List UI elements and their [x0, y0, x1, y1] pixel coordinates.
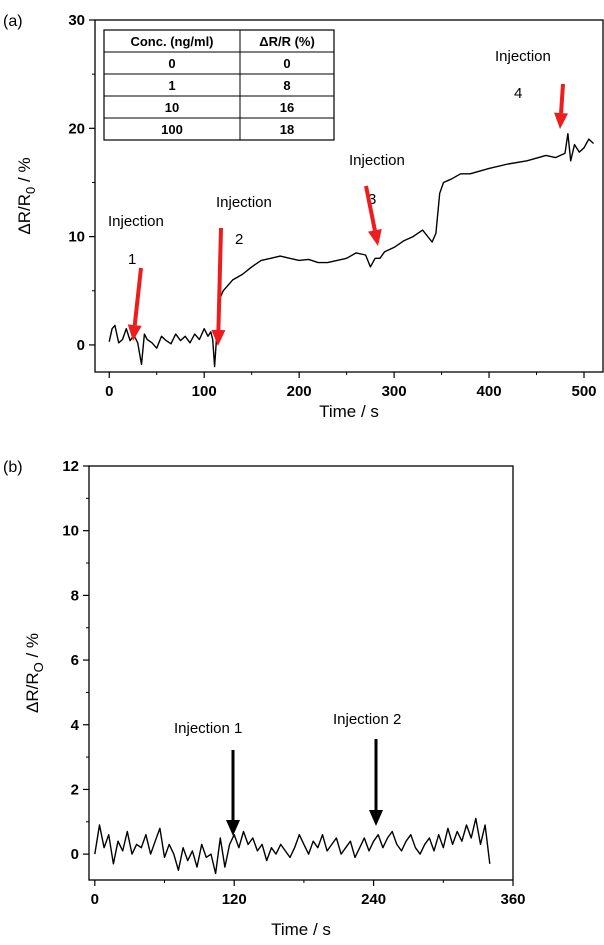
x-tick-label: 360	[500, 891, 525, 908]
x-axis-title: Time / s	[319, 402, 379, 421]
table-cell: 16	[280, 100, 294, 115]
injection-arrow-head	[369, 810, 383, 826]
panel-label: (a)	[3, 13, 23, 30]
x-tick-label: 120	[222, 891, 247, 908]
x-tick-label: 500	[571, 383, 596, 400]
injection-number: 1	[128, 251, 136, 268]
injection-number: 4	[514, 85, 522, 102]
table-cell: 0	[283, 56, 290, 71]
y-axis-title-main: ΔR/R	[23, 672, 42, 713]
injection-arrow-shaft	[364, 185, 377, 231]
injection-arrow-head	[211, 329, 226, 346]
table-header-cell: Conc. (ng/ml)	[130, 34, 213, 49]
table-header-cell: ΔR/R (%)	[259, 34, 315, 49]
panel-label: (b)	[3, 459, 23, 476]
y-axis-title-main: ΔR/R	[15, 194, 34, 235]
injection-label: Injection	[349, 152, 405, 169]
x-tick-label: 300	[382, 383, 407, 400]
plot-frame	[88, 465, 514, 881]
y-axis-title-unit: / %	[15, 157, 34, 186]
y-tick-label: 10	[62, 523, 79, 540]
table-border	[103, 29, 335, 141]
injection-arrow-shaft	[559, 83, 565, 114]
data-series-line	[94, 817, 491, 875]
y-tick-label: 30	[68, 12, 85, 29]
plot-frame	[94, 19, 604, 373]
table-cell: 1	[168, 78, 175, 93]
injection-arrow-head	[127, 324, 142, 341]
x-tick-label: 400	[477, 383, 502, 400]
injection-arrow-head	[554, 112, 569, 129]
table-cell: 100	[161, 122, 183, 137]
y-tick-label: 8	[71, 587, 79, 604]
x-tick-label: 0	[105, 383, 113, 400]
injection-arrow-head	[367, 228, 382, 246]
injection-arrow-shaft	[132, 267, 143, 326]
y-tick-label: 6	[71, 652, 79, 669]
y-axis-title: ΔR/RO / %	[23, 633, 46, 713]
y-tick-label: 2	[71, 781, 79, 798]
x-tick-label: 240	[361, 891, 386, 908]
y-tick-label: 4	[71, 717, 80, 734]
x-axis-title: Time / s	[271, 920, 331, 939]
injection-label: Injection 2	[333, 711, 401, 728]
injection-number: 2	[235, 231, 243, 248]
y-tick-label: 0	[77, 337, 85, 354]
injection-label: Injection	[495, 48, 551, 65]
y-axis-title-unit: / %	[23, 633, 42, 662]
table-cell: 0	[168, 56, 175, 71]
y-axis-title: ΔR/R0 / %	[15, 157, 38, 234]
x-tick-label: 100	[192, 383, 217, 400]
x-tick-label: 0	[91, 891, 99, 908]
injection-number: 3	[368, 191, 376, 208]
data-series-line	[108, 132, 594, 368]
table-cell: 10	[165, 100, 179, 115]
y-axis-title-subscript: 0	[23, 187, 38, 194]
table-cell: 18	[280, 122, 294, 137]
injection-arrow-shaft	[216, 227, 223, 331]
panel-b: (b) 0 120 240 360 0 2 4 6 8 10 12 Time / s ΔR/RO / % I…	[3, 458, 526, 939]
y-tick-label: 20	[68, 120, 85, 137]
injection-label: Injection 1	[174, 720, 242, 737]
injection-arrow-head	[226, 820, 240, 836]
injection-label: Injection	[216, 194, 272, 211]
x-tick-label: 200	[287, 383, 312, 400]
y-tick-label: 12	[62, 458, 79, 475]
y-tick-label: 0	[71, 846, 79, 863]
y-axis-title-subscript: O	[31, 662, 46, 672]
injection-label: Injection	[108, 213, 164, 230]
table-cell: 8	[283, 78, 290, 93]
y-tick-label: 10	[68, 229, 85, 246]
